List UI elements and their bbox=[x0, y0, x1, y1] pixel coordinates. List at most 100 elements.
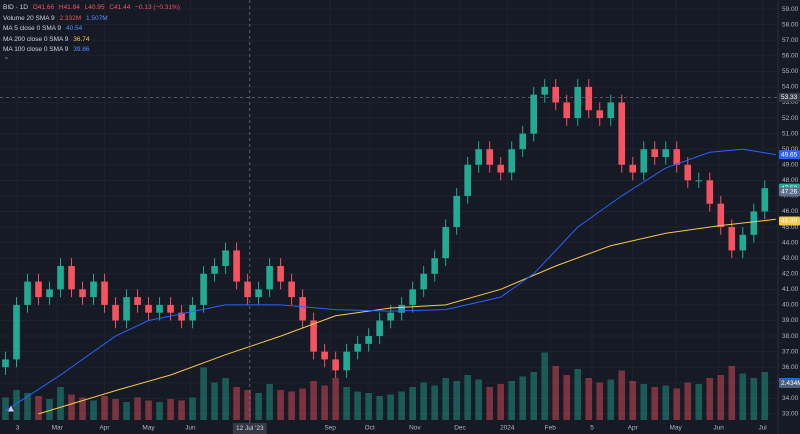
volume-bar bbox=[57, 387, 64, 420]
candle-body bbox=[244, 281, 251, 298]
y-tick-label: 54.00 bbox=[782, 84, 799, 91]
candle-body bbox=[222, 250, 229, 266]
candle-body bbox=[728, 227, 736, 251]
y-tick-label: 49.00 bbox=[782, 161, 799, 168]
candle-body bbox=[574, 86, 582, 119]
volume-bar bbox=[431, 385, 438, 420]
x-tick-label: 5 bbox=[590, 425, 594, 432]
price-badge bbox=[779, 92, 800, 102]
legend-ticker-row: BID · 1D O41.66 H41.84 L40.95 C41.44 −0.… bbox=[3, 3, 183, 14]
volume-bar bbox=[618, 370, 626, 420]
collapse-chevron[interactable]: ⌃ bbox=[3, 55, 10, 65]
y-tick-label: 38.00 bbox=[782, 333, 799, 340]
volume-bar bbox=[761, 372, 769, 420]
candle-body bbox=[13, 304, 20, 360]
candle-body bbox=[332, 359, 339, 371]
candle-body bbox=[189, 304, 196, 321]
x-tick-label: 2024 bbox=[500, 425, 515, 432]
price-badge-label: 45.39 bbox=[781, 218, 798, 225]
candle-body bbox=[420, 273, 427, 290]
volume-bar bbox=[398, 391, 405, 420]
volume-bar bbox=[343, 387, 350, 420]
candle-body bbox=[145, 304, 152, 313]
y-tick-label: 52.00 bbox=[782, 115, 799, 122]
candle-body bbox=[321, 351, 328, 360]
y-tick-label: 36.00 bbox=[782, 364, 799, 371]
x-tick-label: Mar bbox=[52, 425, 64, 432]
volume-bar bbox=[68, 394, 75, 420]
volume-bar bbox=[695, 384, 703, 420]
legend-value: 36.74 bbox=[73, 35, 90, 43]
candle-body bbox=[200, 273, 207, 305]
x-tick-label: Nov bbox=[409, 425, 421, 432]
volume-bar bbox=[497, 384, 504, 420]
ohlc: O41.66 bbox=[32, 4, 55, 11]
candle-body bbox=[211, 265, 218, 274]
legend-value: 2.332M bbox=[59, 14, 82, 22]
y-tick-label: 37.00 bbox=[782, 348, 799, 355]
volume-bar bbox=[288, 391, 295, 420]
legend-value: 39.86 bbox=[73, 46, 90, 53]
y-tick-label: 43.00 bbox=[782, 255, 799, 262]
candle-body bbox=[563, 102, 571, 119]
candle-body bbox=[464, 164, 471, 196]
volume-bar bbox=[321, 385, 328, 420]
volume-bar bbox=[189, 397, 196, 420]
candle-body bbox=[376, 320, 383, 337]
y-tick-label: 57.00 bbox=[782, 37, 799, 44]
volume-bar bbox=[145, 400, 152, 420]
candle-body bbox=[486, 149, 493, 165]
volume-bar bbox=[233, 387, 240, 420]
legend: BID · 1D O41.66 H41.84 L40.95 C41.44 −0.… bbox=[3, 3, 183, 66]
candle-body bbox=[354, 343, 361, 352]
volume-bar bbox=[79, 397, 86, 420]
candle-body bbox=[662, 149, 670, 157]
candle-body bbox=[178, 312, 185, 321]
candle-body bbox=[101, 281, 108, 305]
candle-body bbox=[255, 289, 262, 298]
volume-bar bbox=[739, 373, 747, 420]
candle-body bbox=[684, 164, 692, 181]
volume-bar bbox=[475, 379, 482, 420]
candle-body bbox=[288, 281, 295, 298]
y-tick-label: 50.00 bbox=[782, 146, 799, 153]
volume-bar bbox=[310, 381, 317, 420]
candle-body bbox=[398, 304, 405, 313]
y-tick-label: 51.00 bbox=[782, 130, 799, 137]
legend-value: 1.507M bbox=[85, 14, 108, 22]
price-badge bbox=[779, 150, 800, 160]
volume-bar bbox=[255, 393, 262, 420]
crosshair-date-bg bbox=[232, 423, 267, 434]
volume-bar bbox=[453, 381, 460, 420]
x-tick-label: Oct bbox=[365, 425, 375, 432]
volume-bar bbox=[200, 367, 207, 420]
volume-bar bbox=[376, 396, 383, 420]
candle-body bbox=[673, 149, 681, 165]
volume-bar bbox=[387, 394, 394, 420]
volume-bar bbox=[90, 400, 97, 420]
volume-bar bbox=[640, 384, 648, 420]
ohlc: L40.95 bbox=[84, 4, 105, 11]
candle-body bbox=[35, 281, 42, 298]
candle-body bbox=[717, 203, 725, 228]
candle-body bbox=[431, 258, 438, 274]
x-tick-label: Jun bbox=[713, 425, 724, 432]
x-tick-label: Sep bbox=[324, 425, 336, 432]
price-badge bbox=[779, 187, 800, 197]
y-tick-label: 55.00 bbox=[782, 68, 799, 75]
y-tick-label: 48.00 bbox=[782, 177, 799, 184]
volume-bar bbox=[277, 390, 284, 420]
candle-body bbox=[409, 289, 416, 305]
legend-ma100-row: MA 100 close 0 SMA 9 39.86 bbox=[3, 45, 183, 56]
candle-body bbox=[46, 289, 53, 298]
candle-body bbox=[134, 297, 141, 305]
legend-volume-row: Volume 20 SMA 9 2.332M 1.507M bbox=[3, 14, 183, 25]
volume-bar bbox=[750, 378, 758, 420]
legend-name: MA 5 close 0 SMA 9 bbox=[3, 25, 62, 32]
volume-bar bbox=[354, 391, 361, 420]
legend-ma5-row: MA 5 close 0 SMA 9 40.54 bbox=[3, 24, 183, 35]
candle-body bbox=[530, 94, 538, 134]
candle-body bbox=[475, 149, 482, 165]
volume-bar bbox=[222, 378, 229, 420]
candle-body bbox=[552, 86, 560, 103]
